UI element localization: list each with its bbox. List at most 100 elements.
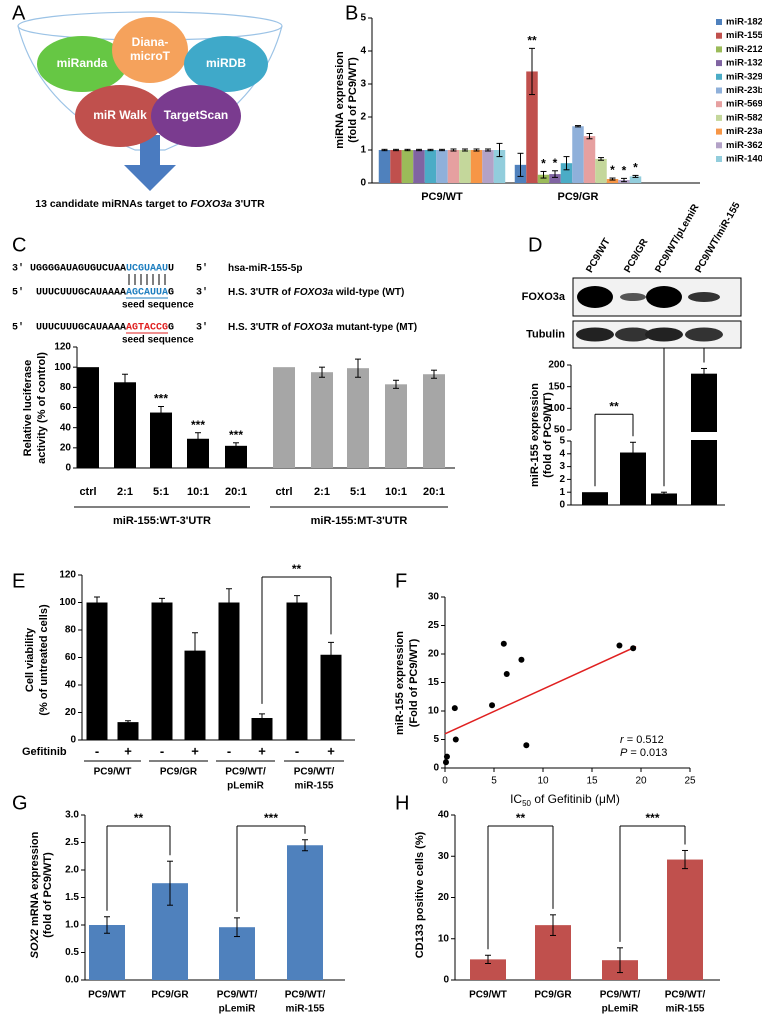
bar	[470, 150, 483, 183]
error-bar	[609, 177, 616, 181]
bar	[667, 859, 703, 980]
tool-bubble	[112, 17, 188, 83]
error-bar	[563, 156, 570, 171]
tool-name: miRanda	[57, 56, 108, 70]
tool-bubble	[37, 36, 127, 92]
x-tick-label: 10	[537, 776, 549, 787]
error-bar	[682, 849, 688, 870]
sequence: UGGGGAUAGUGUCUAA	[30, 264, 126, 275]
error-bar	[355, 358, 361, 378]
y-tick-label: 1	[360, 145, 366, 156]
prime: 5'	[196, 263, 208, 275]
y-tick-label: 4	[559, 448, 565, 459]
bar	[114, 382, 136, 468]
blot-band	[685, 327, 723, 342]
x-tick-label: 5:1	[350, 486, 366, 498]
sequence-label-part: H.S. 3'UTR of	[228, 287, 294, 298]
error-bar	[621, 177, 627, 183]
bar	[89, 925, 125, 980]
sequence-label-part: FOXO3a	[294, 322, 334, 333]
panel-label: H	[395, 792, 409, 814]
legend-swatch	[716, 73, 722, 80]
error-bar	[381, 148, 388, 152]
bar	[378, 150, 391, 183]
treatment-sign: -	[160, 743, 164, 758]
x-tick-label: ctrl	[275, 486, 292, 498]
error-bar	[529, 47, 535, 96]
legend-swatch	[716, 19, 722, 25]
x-tick-label: PC9/GR	[160, 767, 198, 778]
x-tick-label: 15	[586, 776, 598, 787]
y-axis-label-part: mRNA expression	[29, 831, 41, 929]
bar	[187, 438, 209, 468]
caption-part: 13 candidate miRNAs target to	[35, 198, 190, 210]
y-tick-label: 120	[59, 570, 76, 581]
significance: ***	[229, 428, 243, 442]
error-bar	[517, 152, 524, 177]
y-tick-label: 80	[60, 382, 72, 393]
point	[442, 759, 449, 766]
y-tick-label: 10	[438, 933, 450, 944]
tool-bubble	[75, 85, 165, 147]
bar	[549, 174, 561, 183]
x-tick-label: PC9/WT/	[600, 990, 641, 1001]
legend-label: miR-362-5p	[726, 140, 762, 151]
x-tick-label: PC9/WT	[469, 990, 507, 1001]
x-tick-label: 20	[635, 776, 647, 787]
y-tick-label: 3	[360, 79, 366, 90]
significance: **	[609, 399, 619, 413]
legend-label: miR-212-5p	[726, 44, 762, 55]
y-tick-label: 15	[428, 677, 440, 688]
x-axis-label-part: of Gefitinib (μM)	[531, 792, 620, 806]
y-tick-label: 40	[438, 810, 450, 821]
bar	[537, 174, 550, 183]
bar	[251, 718, 273, 740]
blot-band	[576, 327, 614, 342]
x-tick-label: miR-155	[286, 1004, 325, 1015]
legend-label: miR-140-5p	[726, 154, 762, 165]
x-tick-label: pLemiR	[227, 781, 264, 792]
y-tick-label: 20	[428, 649, 440, 660]
y-tick-label: 0.5	[65, 947, 79, 958]
y-tick-label: 100	[548, 403, 565, 414]
significance: *	[622, 164, 627, 178]
legend-label: miR-23a-5p	[726, 126, 762, 137]
y-tick-label: 60	[60, 402, 72, 413]
stat: P = 0.013	[620, 747, 667, 759]
significance: **	[134, 811, 144, 825]
error-bar	[195, 432, 201, 446]
tool-name: Diana-	[132, 35, 169, 49]
prime: 3'	[12, 263, 24, 275]
error-bar	[552, 170, 558, 178]
error-bar	[450, 148, 457, 152]
bar	[117, 722, 139, 740]
significance: *	[541, 157, 546, 171]
panel-label: G	[12, 792, 28, 814]
legend-label: miR-582-5p	[726, 112, 762, 123]
treatment-sign: +	[191, 743, 199, 758]
treatment-sign: -	[227, 743, 231, 758]
panel-label: C	[12, 234, 26, 256]
error-bar	[575, 125, 581, 128]
y-tick-label: 200	[548, 360, 565, 371]
blot-band	[615, 327, 651, 342]
y-tick-label: 80	[65, 625, 77, 636]
error-bar	[125, 720, 131, 724]
error-bar	[192, 632, 198, 669]
bar	[218, 602, 240, 740]
x-tick-label: PC9/GR	[534, 990, 572, 1001]
error-bar	[485, 954, 491, 964]
x-tick-label: PC9/GR	[151, 990, 189, 1001]
error-bar	[393, 379, 399, 389]
bar	[401, 150, 414, 183]
error-bar	[427, 148, 434, 152]
x-tick-label: PC9/GR	[558, 191, 599, 203]
legend-swatch	[716, 142, 722, 149]
x-tick-label: PC9/WT/	[225, 767, 266, 778]
error-bar	[632, 174, 639, 178]
prime: 3'	[196, 287, 208, 299]
y-tick-label: 30	[438, 851, 450, 862]
panel-label: D	[528, 234, 542, 256]
significance: **	[292, 562, 302, 576]
y-tick-label: 5	[433, 734, 439, 745]
